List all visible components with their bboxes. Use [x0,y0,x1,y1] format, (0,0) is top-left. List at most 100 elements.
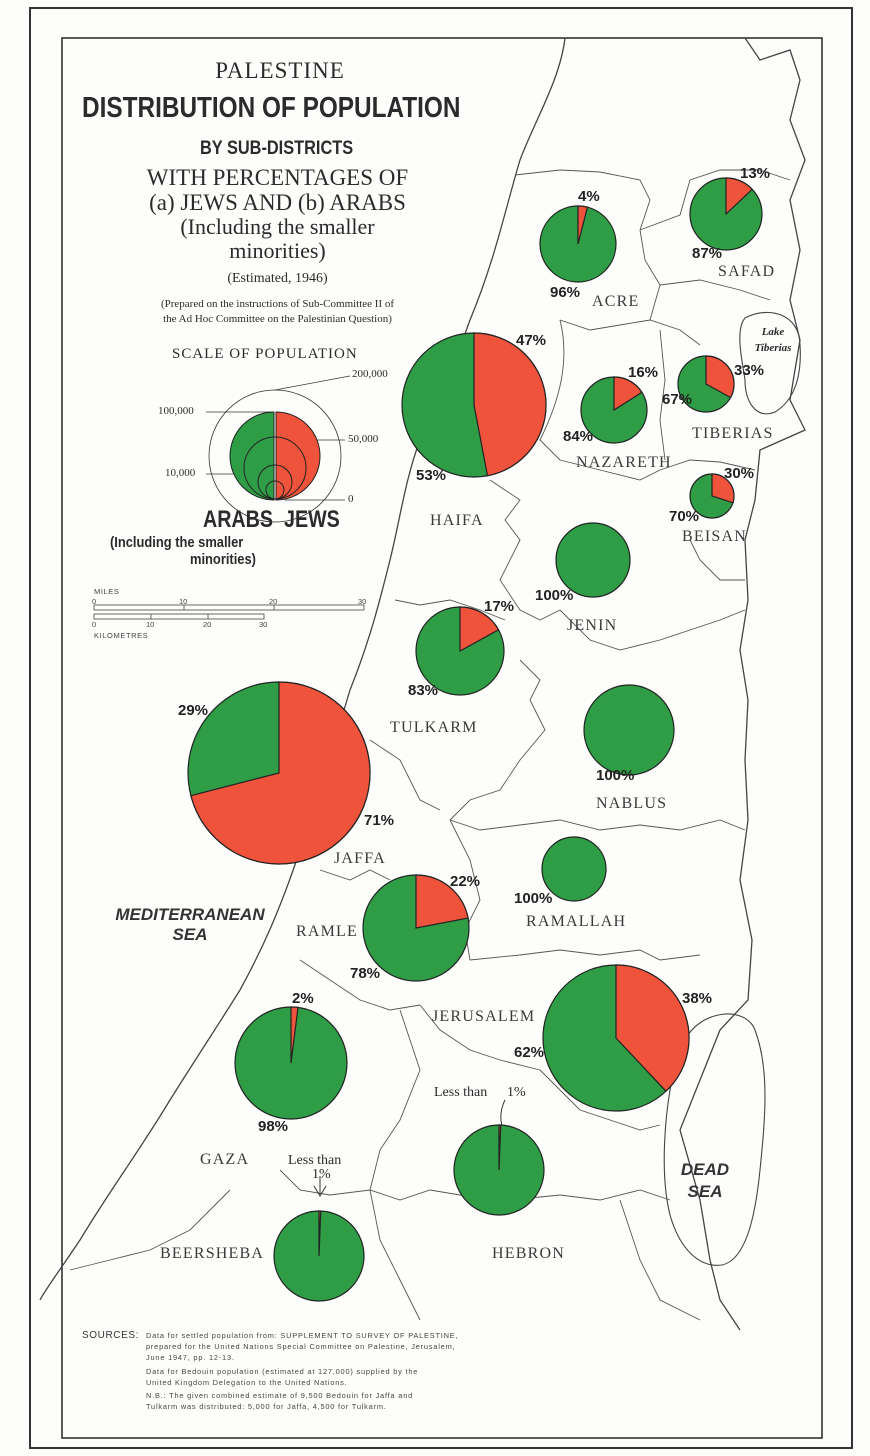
distance-scale [93,604,365,620]
scale-title: SCALE OF POPULATION [172,346,358,362]
district-pie-charts [187,177,763,1302]
prepared-note-line1: (Prepared on the instructions of Sub-Com… [160,298,395,310]
pie-gaza-jews [290,1006,299,1064]
nazareth-arabs-pct: 84% [563,428,594,445]
nablus-arabs-pct: 100% [596,767,635,784]
pie-hebron-jews [498,1124,502,1171]
pie-ramallah-arabs [541,836,607,902]
lake-tiberias-label-2: Tiberias [754,342,792,354]
district-name-acre: ACRE [592,293,640,310]
scale-label-50000: 50,000 [348,433,379,445]
miles-tick-20: 20 [269,597,278,606]
pie-tulkarm-jews [459,606,500,653]
title-country: PALESTINE [215,58,345,83]
title-minorities: minorities) [229,238,326,263]
pie-nablus-arabs [583,684,675,776]
pie-jenin-arabs [555,522,631,598]
sources-line-3: June 1947, pp. 12-13. [146,1353,235,1362]
hebron-less-than-pct: 1% [507,1085,526,1100]
scale-label-10000: 10,000 [165,467,196,479]
mediterranean-label: MEDITERRANEAN [115,905,265,924]
district-name-haifa: HAIFA [430,512,484,529]
pie-tiberias-jews [705,355,735,399]
dead-sea [663,1013,766,1266]
ramle-arabs-pct: 78% [350,965,381,982]
district-boundaries [69,169,791,1321]
beersheba-less-than-pct: 1% [312,1167,331,1182]
distance-km-label: KILOMETRES [94,631,149,640]
dead-sea-label-1: DEAD [680,1160,730,1179]
miles-tick-30: 30 [358,597,367,606]
dead-sea-label-2: SEA [687,1182,723,1201]
pie-ramle-jews [415,874,469,929]
beisan-arabs-pct: 70% [669,508,700,525]
title-estimate: (Estimated, 1946) [227,271,328,286]
pie-beersheba-jews [318,1210,322,1257]
lake-tiberias [739,311,801,415]
title-jews-arabs: (a) JEWS AND (b) ARABS [149,190,406,215]
acre-arabs-pct: 96% [550,284,581,301]
district-name-beisan: BEISAN [682,528,747,545]
ramallah-arabs-pct: 100% [514,890,553,907]
distance-miles-label: MILES [94,587,120,596]
acre-jews-pct: 4% [578,188,600,205]
sources-line-1: Data for settled population from: SUPPLE… [146,1331,459,1340]
title-subdistricts: BY SUB-DISTRICTS [200,138,354,159]
haifa-arabs-pct: 53% [416,467,447,484]
miles-tick-0: 0 [92,597,97,606]
miles-tick-10: 10 [179,597,188,606]
pie-jaffa-jews [190,681,371,865]
jerusalem-jews-pct: 38% [682,990,713,1007]
eastern-border [679,37,806,1331]
sources-label: SOURCES: [82,1330,140,1341]
title-including: (Including the smaller [180,214,375,239]
gaza-arabs-pct: 98% [258,1118,289,1135]
district-name-ramallah: RAMALLAH [526,913,627,930]
sources-line-5: United Kingdom Delegation to the United … [146,1378,348,1387]
gaza-jews-pct: 2% [292,990,314,1007]
sources-line-6: N.B.: The given combined estimate of 9,5… [146,1391,414,1400]
district-name-gaza: GAZA [200,1151,250,1168]
scale-jews-label: JEWS [284,506,340,533]
lake-tiberias-label-1: Lake [761,326,785,338]
jaffa-arabs-pct: 29% [178,702,209,719]
prepared-note-line2: the Ad Hoc Committee on the Palestinian … [163,313,392,325]
tiberias-jews-pct: 33% [734,362,765,379]
district-name-ramle: RAMLE [296,923,358,940]
pie-haifa-jews [473,332,547,477]
pie-jerusalem-jews [615,964,690,1093]
tulkarm-jews-pct: 17% [484,598,515,615]
km-tick-0: 0 [92,620,97,629]
pie-acre-jews [577,205,589,245]
district-name-jenin: JENIN [567,617,618,634]
title-percentages: WITH PERCENTAGES OF [146,165,409,190]
scale-note-line1: (Including the smaller [110,534,244,551]
district-name-beersheba: BEERSHEBA [160,1245,265,1262]
population-scale-pie [229,411,321,501]
beisan-jews-pct: 30% [724,465,755,482]
inner-frame [61,37,823,1439]
pie-nazareth-jews [613,376,643,412]
district-name-jaffa: JAFFA [334,850,386,867]
beersheba-less-than-label: Less than [288,1153,342,1168]
mediterranean-sea-label: SEA [172,925,208,944]
less-than-arrows [313,1099,506,1197]
pie-beisan-jews [711,473,735,504]
sources-line-7: Tulkarm was distributed: 5,000 for Jaffa… [146,1402,387,1411]
scale-note-line2: minorities) [190,551,256,568]
ramle-jews-pct: 22% [450,873,481,890]
jenin-arabs-pct: 100% [535,587,574,604]
haifa-jews-pct: 47% [516,332,547,349]
outer-frame [29,7,853,1449]
tiberias-arabs-pct: 67% [662,391,693,408]
safad-arabs-pct: 87% [692,245,723,262]
district-name-hebron: HEBRON [492,1245,565,1262]
coastline [39,37,566,1301]
tulkarm-arabs-pct: 83% [408,682,439,699]
sources-line-2: prepared for the United Nations Special … [146,1342,456,1351]
scale-label-200000: 200,000 [352,368,388,380]
km-tick-20: 20 [203,620,212,629]
safad-jews-pct: 13% [740,165,771,182]
